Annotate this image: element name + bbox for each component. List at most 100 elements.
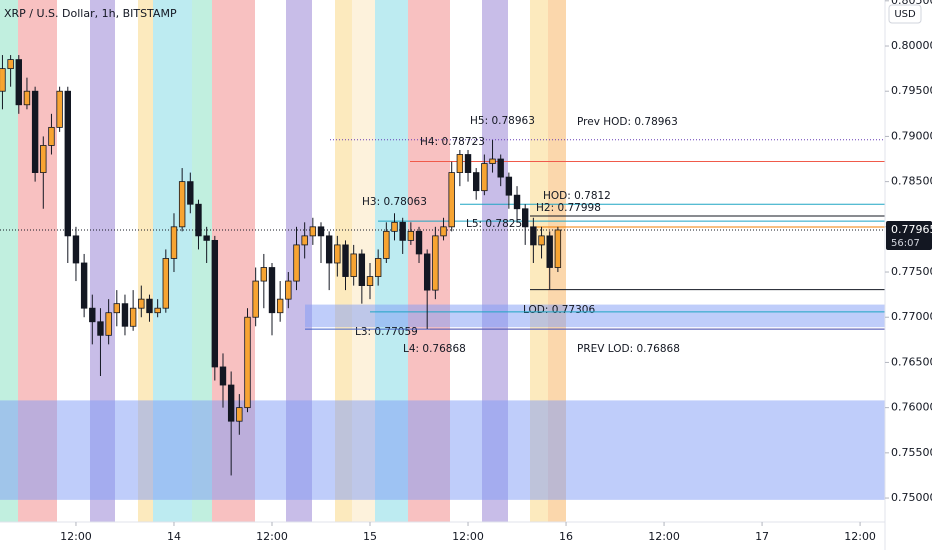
x-tick-label: 16 xyxy=(559,530,573,543)
levels: Prev HOD: 0.78963 H5: 0.78963 H4: 0.78723 H… xyxy=(0,115,885,355)
y-tick-label: 0.78500 xyxy=(891,175,932,188)
candle-body xyxy=(211,239,219,368)
y-tick-label: 0.80000 xyxy=(891,39,932,52)
candles xyxy=(0,55,562,476)
candle-body xyxy=(244,316,251,409)
level-label: H4: 0.78723 xyxy=(420,136,485,148)
candle-body xyxy=(497,158,504,178)
candle-body xyxy=(64,90,71,237)
candle-body xyxy=(268,267,276,314)
candle-body xyxy=(423,253,431,291)
candle-body xyxy=(260,267,268,282)
candle-body xyxy=(293,244,300,282)
y-tick-label: 0.76000 xyxy=(891,401,932,414)
candle-body xyxy=(162,258,170,309)
candle-body xyxy=(72,235,80,264)
y-tick-label: 0.77500 xyxy=(891,265,932,278)
candle-body xyxy=(23,90,31,106)
candle-body xyxy=(301,235,308,246)
candle-body xyxy=(432,235,439,291)
y-tick-label: 0.80500 xyxy=(891,0,932,7)
candle-body xyxy=(48,126,55,146)
x-tick-label: 17 xyxy=(755,530,769,543)
candle-body xyxy=(554,229,562,268)
zones xyxy=(0,304,885,500)
price-zone xyxy=(0,400,885,500)
candle-body xyxy=(366,276,374,286)
y-tick-label: 0.79500 xyxy=(891,84,932,97)
session-band xyxy=(138,0,153,522)
candle-body xyxy=(195,203,202,237)
level-label: H2: 0.77998 xyxy=(536,202,601,214)
session-band xyxy=(0,0,18,522)
candle-body xyxy=(383,230,390,259)
candle-body xyxy=(154,307,161,314)
level-label: L5: 0.7825 xyxy=(466,218,522,230)
y-tick-label: 0.77000 xyxy=(891,310,932,323)
candle-body xyxy=(227,384,235,422)
candle-body xyxy=(415,230,423,255)
candle-body xyxy=(350,253,357,277)
price-zone xyxy=(305,304,885,328)
session-band xyxy=(530,0,548,522)
candle-body xyxy=(31,90,39,173)
x-tick-label: 14 xyxy=(167,530,181,543)
x-tick-label: 12:00 xyxy=(844,530,876,543)
candle-body xyxy=(105,312,112,336)
currency-label: USD xyxy=(894,9,916,20)
candle-body xyxy=(146,298,153,314)
time-axis-bg xyxy=(0,522,885,550)
candle-body xyxy=(170,226,178,259)
countdown-label: 56:07 xyxy=(891,238,920,249)
candle-body xyxy=(513,194,521,210)
x-tick-label: 12:00 xyxy=(256,530,288,543)
candle-body xyxy=(129,307,137,327)
candle-body xyxy=(505,176,513,196)
x-tick-label: 12:00 xyxy=(648,530,680,543)
last-price-badge xyxy=(886,220,932,250)
candle-body xyxy=(285,280,292,300)
candle-body xyxy=(489,158,496,164)
chart-title: XRP / U.S. Dollar, 1h, BITSTAMP xyxy=(4,7,177,20)
candle-body xyxy=(15,59,22,106)
level-label: L4: 0.76868 xyxy=(403,343,466,355)
candle-body xyxy=(138,298,145,309)
candle-body xyxy=(89,307,96,323)
y-tick-label: 0.75000 xyxy=(891,491,932,504)
candle-body xyxy=(276,298,284,314)
candle-body xyxy=(113,303,121,314)
candle-body xyxy=(219,366,227,386)
candle-body xyxy=(407,230,415,241)
candle-body xyxy=(317,226,325,237)
candle-body xyxy=(309,226,317,237)
candle-body xyxy=(178,181,186,228)
candle-body xyxy=(472,172,480,192)
candle-body xyxy=(440,226,447,237)
candle-body xyxy=(538,235,545,246)
price-axis-bg xyxy=(885,0,932,550)
candle-body xyxy=(97,321,104,336)
y-tick-label: 0.76500 xyxy=(891,355,932,368)
candle-body xyxy=(236,407,243,422)
candle-body xyxy=(374,258,382,277)
candle-body xyxy=(203,235,210,241)
y-tick-label: 0.75500 xyxy=(891,446,932,459)
x-tick-label: 15 xyxy=(363,530,377,543)
level-label: Prev HOD: 0.78963 xyxy=(577,116,678,128)
currency-badge[interactable] xyxy=(888,4,922,24)
level-label: PREV LOD: 0.76868 xyxy=(577,343,680,355)
candle-body xyxy=(342,244,349,277)
x-tick-label: 12:00 xyxy=(452,530,484,543)
candle-body xyxy=(325,235,333,264)
candle-body xyxy=(464,154,472,173)
session-band xyxy=(192,0,212,522)
candle-body xyxy=(391,221,398,232)
candle-body xyxy=(334,244,341,264)
candle-body xyxy=(546,235,553,268)
last-price-label: 0.77965 xyxy=(891,223,932,236)
candle-body xyxy=(121,303,129,327)
candle-body xyxy=(0,68,6,92)
candle-body xyxy=(80,262,88,309)
